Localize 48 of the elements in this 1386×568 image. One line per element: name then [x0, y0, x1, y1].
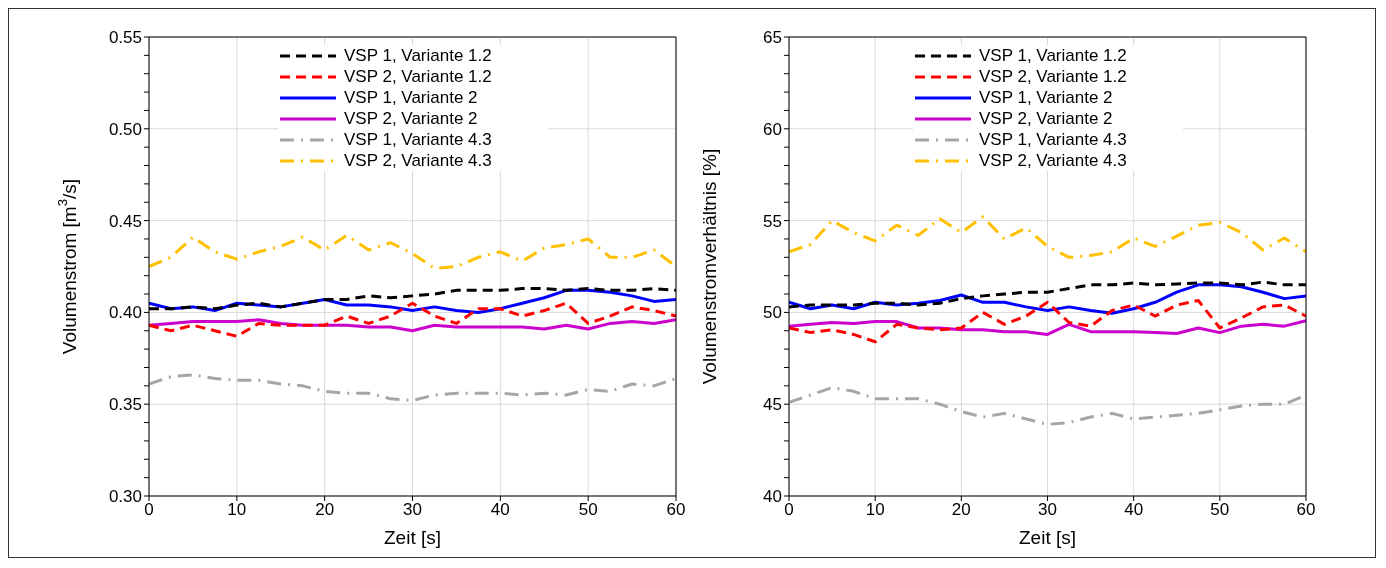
line-series — [149, 373, 676, 403]
line-series — [149, 318, 676, 333]
legend-label: VSP 2, Variante 2 — [344, 108, 478, 129]
line-series — [789, 298, 1306, 344]
x-tick-label: 0 — [784, 500, 794, 520]
x-tick-label: 10 — [227, 500, 247, 520]
x-tick-label: 50 — [578, 500, 598, 520]
y-tick-label: 0.30 — [108, 487, 142, 507]
x-axis-title: Zeit [s] — [383, 527, 442, 548]
legend-label: VSP 2, Variante 1.2 — [344, 66, 492, 87]
x-tick-label: 40 — [1124, 500, 1144, 520]
x-tick-label: 0 — [144, 500, 154, 520]
legend-label: VSP 1, Variante 4.3 — [344, 129, 492, 150]
legend-label: VSP 2, Variante 4.3 — [979, 150, 1127, 171]
line-series — [149, 301, 676, 338]
y-tick-label: 0.55 — [108, 28, 142, 48]
x-tick-label: 30 — [403, 500, 422, 520]
legend-label: VSP 1, Variante 2 — [979, 87, 1113, 108]
x-tick-label: 30 — [1038, 500, 1057, 520]
line-series — [789, 215, 1306, 259]
x-tick-label: 20 — [315, 500, 335, 520]
legend-label: VSP 2, Variante 1.2 — [979, 66, 1127, 87]
x-tick-label: 40 — [490, 500, 510, 520]
x-axis-title: Zeit [s] — [1018, 527, 1077, 548]
y-tick-label: 50 — [763, 303, 782, 323]
y-tick-label: 45 — [763, 395, 782, 415]
legend-label: VSP 1, Variante 1.2 — [979, 45, 1127, 66]
legend-label: VSP 1, Variante 2 — [344, 87, 478, 108]
x-tick-label: 50 — [1210, 500, 1230, 520]
x-tick-label: 20 — [951, 500, 971, 520]
line-series — [149, 233, 676, 270]
line-series — [789, 319, 1306, 336]
y-axis-title: Volumenstromverhältnis [%] — [699, 148, 721, 385]
legend-label: VSP 1, Variante 1.2 — [344, 45, 492, 66]
y-tick-label: 0.50 — [108, 119, 142, 139]
legend-label: VSP 1, Variante 4.3 — [979, 129, 1127, 150]
y-tick-label: 0.45 — [108, 211, 142, 231]
x-tick-label: 60 — [1296, 500, 1316, 520]
legend-label: VSP 2, Variante 4.3 — [344, 150, 492, 171]
y-tick-label: 60 — [763, 119, 782, 139]
x-tick-label: 60 — [666, 500, 686, 520]
y-tick-label: 0.35 — [108, 395, 142, 415]
y-tick-label: 55 — [763, 211, 782, 231]
y-tick-label: 0.40 — [108, 303, 142, 323]
legend-label: VSP 2, Variante 2 — [979, 108, 1113, 129]
y-tick-label: 65 — [763, 28, 782, 48]
y-tick-label: 40 — [763, 487, 782, 507]
x-tick-label: 10 — [865, 500, 885, 520]
